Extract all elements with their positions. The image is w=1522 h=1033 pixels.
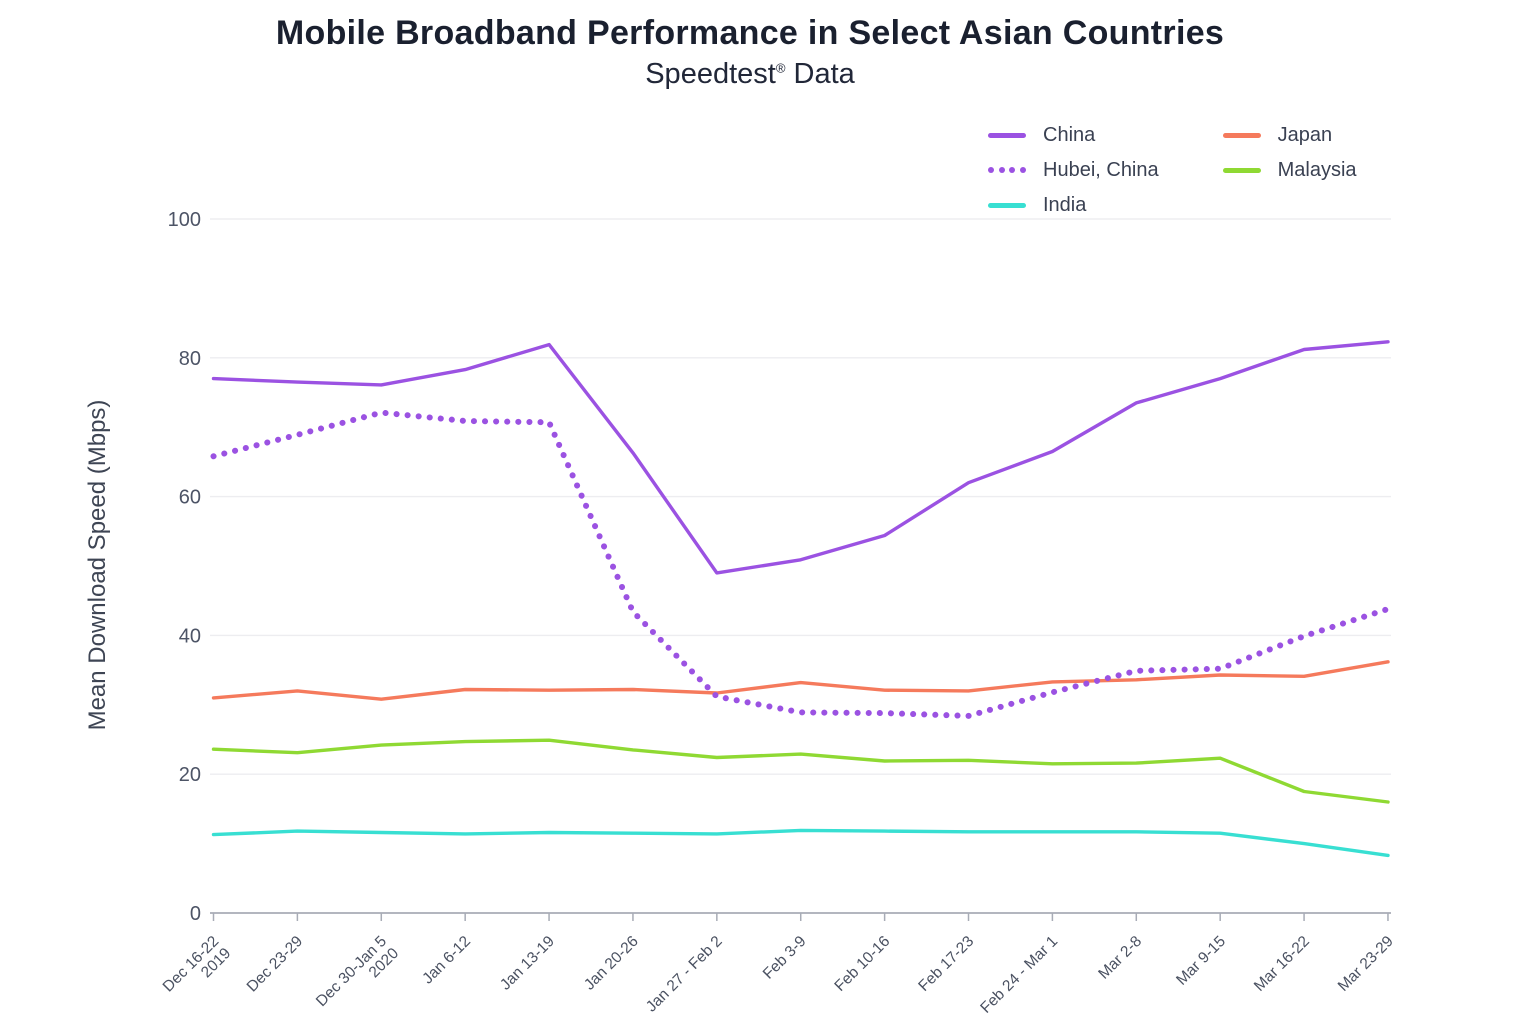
malaysia-line (211, 738, 1390, 804)
x-tick-label: Feb 24 - Mar 1 (977, 933, 1061, 1017)
legend-label-malaysia: Malaysia (1277, 158, 1357, 181)
x-tick-label: Dec 30-Jan 52020 (313, 933, 403, 1023)
y-tick-label-40: 40 (179, 625, 201, 647)
x-tick-label: Jan 20-26 (581, 933, 642, 994)
subtitle-rest: Data (785, 58, 855, 90)
subtitle-brand: Speedtest (645, 58, 776, 90)
india-line (211, 828, 1390, 858)
x-tick-label: Feb 3-9 (760, 933, 810, 983)
legend-column-1: China Hubei, China India (988, 124, 1159, 216)
legend-label-hubei-china: Hubei, China (1043, 158, 1159, 181)
legend: China Hubei, China India Japan Malaysia (988, 124, 1357, 216)
x-tick-label: Dec 23-29 (244, 933, 307, 996)
x-tick-label: Mar 2-8 (1095, 933, 1145, 983)
x-tick-label: Feb 17-23 (915, 933, 977, 995)
china-line (211, 340, 1390, 575)
legend-swatch-india (988, 202, 1026, 208)
x-tick-label: Jan 6-12 (419, 933, 474, 988)
x-tick-label: Dec 16-222019 (160, 933, 235, 1008)
legend-column-2: Japan Malaysia (1222, 123, 1357, 216)
x-tick-label: Feb 10-16 (831, 933, 893, 995)
y-tick-label-80: 80 (179, 348, 201, 370)
hubei-china-line (210, 409, 1391, 719)
x-tick-label: Mar 23-29 (1335, 933, 1397, 995)
x-tick-label: Jan 27 - Feb 2 (643, 933, 726, 1016)
legend-label-china: China (1043, 123, 1096, 146)
legend-label-india: India (1043, 193, 1087, 216)
japan-line (211, 660, 1390, 701)
legend-item-malaysia: Malaysia (1222, 158, 1357, 181)
y-tick-label-20: 20 (179, 764, 201, 786)
legend-item-china: China (988, 124, 1159, 146)
y-tick-label-60: 60 (179, 487, 201, 509)
chart-subtitle: Speedtest® Data (0, 58, 1500, 91)
x-tick-label: Mar 16-22 (1251, 933, 1313, 995)
legend-label-japan: Japan (1277, 123, 1333, 146)
legend-item-hubei-china: Hubei, China (988, 159, 1159, 181)
legend-item-japan: Japan (1222, 123, 1357, 146)
legend-swatch-malaysia (1222, 167, 1261, 173)
legend-swatch-hubei-china (988, 167, 1026, 173)
registered-mark: ® (775, 60, 786, 76)
x-tick-label: Jan 13-19 (497, 933, 558, 994)
x-tick-label: Mar 9-15 (1173, 933, 1229, 989)
y-tick-label-0: 0 (190, 903, 201, 925)
legend-swatch-japan (1222, 132, 1261, 138)
chart-title: Mobile Broadband Performance in Select A… (275, 14, 1225, 52)
legend-item-india: India (988, 194, 1159, 216)
legend-swatch-china (988, 132, 1026, 138)
y-tick-label-100: 100 (168, 209, 201, 231)
